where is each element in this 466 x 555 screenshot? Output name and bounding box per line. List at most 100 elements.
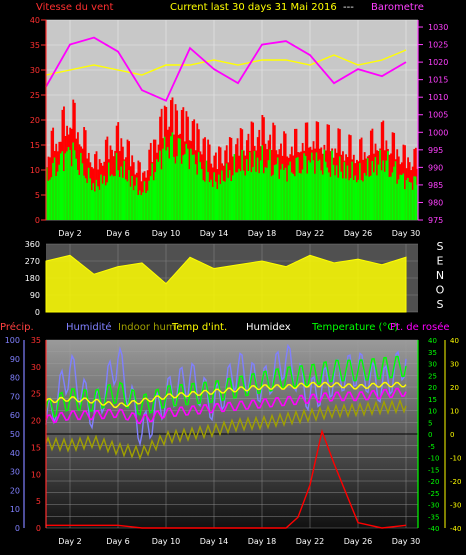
wind-avg-bar	[154, 172, 157, 220]
wind-avg-bar	[239, 171, 242, 220]
wind-avg-bar	[221, 170, 223, 220]
wind-avg-bar	[334, 175, 337, 220]
wind-avg-bar	[286, 181, 289, 220]
wind-avg-bar	[55, 176, 58, 220]
wind-avg-bar	[204, 181, 206, 220]
wind-avg-bar	[413, 176, 416, 220]
wind-avg-bar	[174, 163, 177, 220]
x-tick-label: Day 18	[248, 229, 277, 238]
wind-direction-avg-line	[45, 49, 407, 76]
wind-avg-bar	[382, 160, 385, 220]
wind-avg-bar	[390, 176, 392, 220]
wind-avg-bar	[128, 170, 130, 220]
wind-avg-bar	[109, 176, 112, 220]
wind-avg-bar	[338, 156, 341, 220]
indoor-temp-tick: 30	[450, 361, 459, 369]
y-tick-right: 1025	[428, 41, 448, 50]
wind-avg-bar	[332, 164, 335, 220]
wind-avg-bar	[266, 167, 268, 220]
wind-avg-bar	[118, 177, 121, 220]
y-tick-right: 1015	[428, 76, 448, 85]
wind-avg-bar	[373, 172, 375, 220]
wind-avg-bar	[263, 173, 265, 220]
wind-avg-bar	[391, 172, 394, 220]
wind-avg-bar	[359, 163, 361, 220]
legend-item: Précip.	[0, 321, 34, 333]
wind-avg-bar	[379, 149, 382, 220]
precip-tick: 30	[31, 363, 41, 372]
wind-avg-bar	[297, 157, 299, 220]
gust-bar	[369, 130, 372, 220]
wind-avg-bar	[190, 148, 192, 220]
y-tick-left: 15	[30, 141, 40, 150]
wind-avg-bar	[354, 175, 357, 220]
wind-avg-bar	[385, 160, 388, 220]
compass-letter: S	[437, 240, 444, 253]
wind-avg-bar	[123, 160, 126, 220]
wind-avg-bar	[317, 160, 320, 220]
wind-avg-bar	[165, 150, 168, 220]
wind-avg-bar	[352, 180, 355, 220]
temp-tick: 15	[428, 396, 437, 404]
gust-bar	[328, 124, 330, 220]
y-tick-left: 35	[30, 41, 40, 50]
wind-avg-bar	[152, 180, 155, 220]
barometer-line	[45, 36, 407, 102]
wind-avg-bar	[397, 179, 400, 220]
wind-avg-bar	[166, 147, 169, 220]
wind-avg-bar	[222, 180, 225, 220]
wind-avg-bar	[87, 167, 90, 220]
wind-avg-bar	[331, 150, 334, 220]
y-tick-right: 1010	[428, 93, 448, 102]
dewpoint-line	[45, 387, 407, 425]
gust-bar	[230, 137, 233, 220]
humidity-tick: 0	[15, 524, 20, 533]
wind-avg-bar	[255, 171, 258, 220]
wind-avg-bar	[242, 170, 245, 220]
wind-avg-bar	[67, 147, 70, 220]
precip-tick: 5	[36, 497, 41, 506]
wind-avg-bar	[78, 174, 81, 220]
y-tick-right: 1020	[428, 58, 448, 67]
wind-avg-bar	[66, 151, 68, 220]
wind-avg-bar	[72, 142, 75, 220]
x-tick-label: Day 14	[200, 229, 229, 238]
precip-tick: 25	[31, 390, 41, 399]
wind-avg-bar	[258, 173, 261, 220]
temp-tick: 40	[428, 337, 437, 345]
wind-avg-bar	[131, 175, 134, 220]
precip-tick: 20	[31, 417, 41, 426]
wind-avg-bar	[211, 186, 214, 220]
wind-avg-bar	[290, 172, 293, 220]
wind-avg-bar	[142, 192, 144, 220]
x-tick-label: Day 6	[106, 229, 129, 238]
wind-avg-bar	[160, 169, 163, 220]
x-tick-label: Day 26	[344, 229, 373, 238]
y-tick-left: 40	[30, 16, 40, 25]
x-tick-label: Day 18	[248, 537, 277, 546]
humidity-tick: 10	[10, 505, 20, 514]
gust-bar	[84, 130, 87, 220]
wind-avg-bar	[114, 175, 117, 220]
wind-avg-bar	[103, 175, 106, 220]
temp-tick: -35	[428, 513, 439, 521]
x-tick-label: Day 2	[58, 537, 81, 546]
wind-avg-bar	[249, 152, 251, 220]
wind-avg-bar	[337, 177, 340, 220]
y-tick: 360	[25, 240, 40, 249]
temp-tick: -5	[428, 443, 435, 451]
wind-avg-bar	[139, 190, 141, 220]
x-tick-label: Day 26	[344, 537, 373, 546]
wind-avg-bar	[58, 164, 61, 220]
wind-avg-bar	[233, 154, 236, 220]
wind-avg-bar	[208, 182, 211, 220]
y-tick: 180	[25, 274, 40, 283]
wind-avg-bar	[311, 152, 313, 220]
temp-tick: 5	[428, 419, 432, 427]
wind-avg-bar	[387, 151, 389, 220]
gust-bar	[104, 139, 107, 220]
wind-avg-bar	[210, 179, 213, 220]
wind-speed-label: Vitesse du vent	[36, 2, 113, 13]
wind-avg-bar	[104, 185, 107, 220]
